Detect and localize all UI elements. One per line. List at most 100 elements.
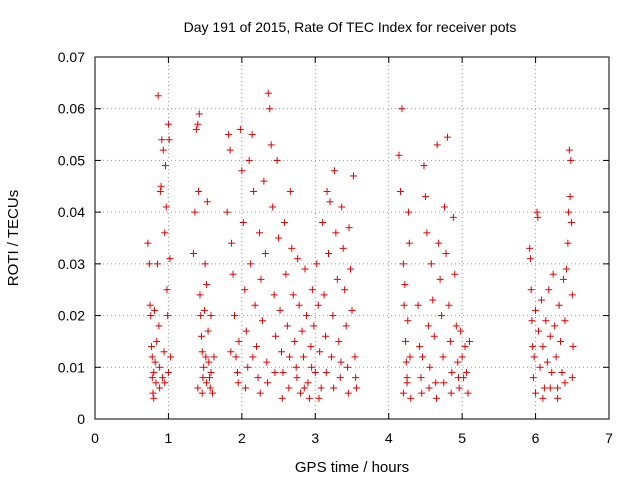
data-point [264,89,272,97]
data-point [162,203,170,211]
data-point [464,389,472,397]
data-point [463,368,471,376]
data-point [534,213,542,221]
data-point [307,343,315,351]
data-point [273,156,281,164]
data-point [266,105,274,113]
data-point [435,239,443,247]
data-point [425,384,433,392]
data-point [278,348,286,356]
data-point [330,384,338,392]
data-point [167,353,175,361]
data-point [313,260,321,268]
data-point [264,379,272,387]
data-point [229,270,237,278]
data-point [532,389,540,397]
data-point [233,368,241,376]
data-point [255,229,263,237]
data-point [203,198,211,206]
y-tick-label: 0 [77,411,85,427]
data-point [554,384,562,392]
data-point [295,301,303,309]
data-point [149,389,157,397]
data-point [454,374,462,382]
data-point [151,358,159,366]
data-point [144,239,152,247]
data-point [200,363,208,371]
data-point [194,384,202,392]
x-tick-label: 1 [165,430,173,446]
data-point [150,368,158,376]
data-point [298,327,306,335]
y-tick-label: 0.01 [58,359,85,375]
data-point [228,239,236,247]
data-point [400,301,408,309]
data-point [153,337,161,345]
data-point [236,125,244,133]
data-point [561,379,569,387]
data-point [232,353,240,361]
data-point [559,275,567,283]
data-point [439,353,447,361]
data-point [164,312,172,320]
x-tick-label: 6 [532,430,540,446]
data-point [345,224,353,232]
data-point [247,260,255,268]
data-point [278,394,286,402]
data-point [548,368,556,376]
y-axis-label: ROTI / TECUs [5,190,22,286]
data-point [429,296,437,304]
data-point [326,198,334,206]
data-point [150,306,158,314]
data-point [432,379,440,387]
data-point [206,384,214,392]
data-point [568,218,576,226]
data-point [445,301,453,309]
data-point [283,322,291,330]
data-point [314,301,322,309]
data-point [155,322,163,330]
data-point [286,353,294,361]
data-point [198,348,206,356]
data-point [251,301,259,309]
data-point [300,384,308,392]
data-point [401,281,409,289]
data-point [452,322,460,330]
data-point [148,343,156,351]
data-point [405,239,413,247]
data-point [448,368,456,376]
data-point [207,368,215,376]
data-points [144,89,577,402]
data-point [198,389,206,397]
data-point [449,213,457,221]
x-tick-label: 4 [385,430,393,446]
data-point [528,317,536,325]
data-point [557,337,565,345]
y-tick-label: 0.02 [58,308,85,324]
data-point [197,332,205,340]
data-point [148,353,156,361]
data-point [344,389,352,397]
data-point [441,203,449,211]
data-point [258,317,266,325]
y-tick-label: 0.06 [58,101,85,117]
data-point [405,208,413,216]
data-point [231,312,239,320]
data-point [399,260,407,268]
data-point [260,177,268,185]
x-axis-label: GPS time / hours [295,459,409,476]
data-point [317,384,325,392]
data-point [159,146,167,154]
data-point [282,270,290,278]
data-point [532,306,540,314]
data-point [440,379,448,387]
data-point [426,363,434,371]
data-point [195,187,203,195]
data-point [203,281,211,289]
data-point [235,337,243,345]
data-point [226,146,234,154]
data-point [150,394,158,402]
data-point [352,384,360,392]
